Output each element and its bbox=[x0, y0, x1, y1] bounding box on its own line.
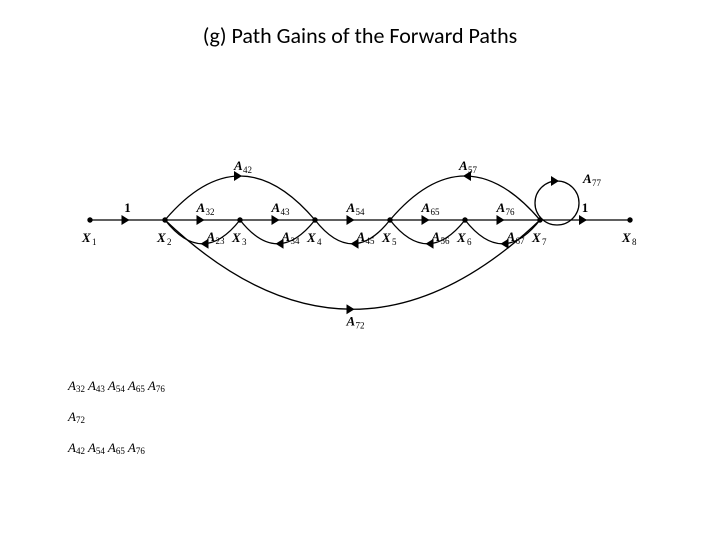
svg-text:6: 6 bbox=[467, 237, 472, 247]
svg-text:23: 23 bbox=[216, 236, 226, 246]
path-gain-expression: A72 bbox=[68, 401, 165, 432]
forward-path-gains-list: A32 A43 A54 A65 A76A72A42 A54 A65 A76 bbox=[68, 370, 165, 464]
path-gain-expression: A32 A43 A54 A65 A76 bbox=[68, 370, 165, 401]
svg-text:42: 42 bbox=[243, 165, 252, 175]
svg-text:56: 56 bbox=[441, 236, 451, 246]
page-title: (g) Path Gains of the Forward Paths bbox=[0, 22, 720, 49]
svg-text:A: A bbox=[496, 200, 506, 215]
signal-flow-graph: 1A32A43A54A65A761A42A57A77A23A34A45A56A6… bbox=[50, 100, 670, 360]
svg-text:65: 65 bbox=[431, 207, 441, 217]
svg-text:A: A bbox=[356, 229, 366, 244]
svg-text:A: A bbox=[271, 200, 281, 215]
svg-text:45: 45 bbox=[366, 236, 376, 246]
svg-text:1: 1 bbox=[124, 200, 131, 215]
svg-text:4: 4 bbox=[317, 237, 322, 247]
svg-text:76: 76 bbox=[506, 207, 516, 217]
svg-text:X: X bbox=[531, 230, 541, 245]
svg-text:A: A bbox=[346, 200, 356, 215]
svg-text:34: 34 bbox=[291, 236, 301, 246]
svg-text:X: X bbox=[81, 230, 91, 245]
svg-text:A: A bbox=[458, 158, 468, 173]
svg-text:A: A bbox=[196, 200, 206, 215]
svg-text:A: A bbox=[346, 313, 356, 328]
svg-text:X: X bbox=[456, 230, 466, 245]
svg-text:1: 1 bbox=[582, 200, 589, 215]
svg-text:43: 43 bbox=[281, 207, 291, 217]
svg-text:X: X bbox=[231, 230, 241, 245]
svg-text:A: A bbox=[233, 158, 243, 173]
svg-text:X: X bbox=[621, 230, 631, 245]
svg-text:A: A bbox=[281, 229, 291, 244]
svg-text:A: A bbox=[431, 229, 441, 244]
svg-text:3: 3 bbox=[242, 237, 247, 247]
svg-text:X: X bbox=[306, 230, 316, 245]
svg-text:5: 5 bbox=[392, 237, 397, 247]
svg-text:A: A bbox=[582, 171, 592, 186]
svg-text:32: 32 bbox=[206, 207, 215, 217]
svg-text:54: 54 bbox=[356, 207, 366, 217]
svg-text:X: X bbox=[381, 230, 391, 245]
path-gain-expression: A42 A54 A65 A76 bbox=[68, 432, 165, 463]
svg-text:A: A bbox=[421, 200, 431, 215]
svg-text:A: A bbox=[506, 229, 516, 244]
svg-text:57: 57 bbox=[468, 165, 478, 175]
svg-text:2: 2 bbox=[167, 237, 172, 247]
svg-text:8: 8 bbox=[632, 237, 637, 247]
svg-text:1: 1 bbox=[92, 237, 97, 247]
svg-text:7: 7 bbox=[542, 237, 547, 247]
svg-text:72: 72 bbox=[356, 320, 365, 330]
svg-text:77: 77 bbox=[592, 178, 602, 188]
svg-text:A: A bbox=[206, 229, 216, 244]
svg-text:X: X bbox=[156, 230, 166, 245]
